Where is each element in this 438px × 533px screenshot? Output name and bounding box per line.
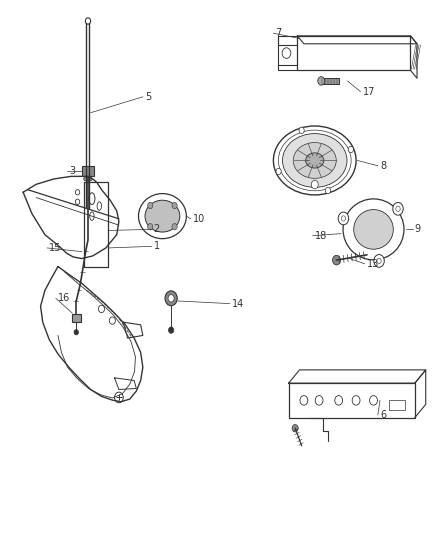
Circle shape xyxy=(169,327,174,333)
Circle shape xyxy=(300,395,308,405)
Circle shape xyxy=(276,168,281,175)
Circle shape xyxy=(110,317,116,324)
Ellipse shape xyxy=(97,202,102,211)
Circle shape xyxy=(370,395,378,405)
Circle shape xyxy=(148,203,153,209)
Circle shape xyxy=(299,127,304,134)
Circle shape xyxy=(115,392,123,403)
Circle shape xyxy=(318,77,325,85)
Circle shape xyxy=(85,18,91,24)
Circle shape xyxy=(348,147,353,152)
Ellipse shape xyxy=(84,177,92,181)
Circle shape xyxy=(172,223,177,230)
Circle shape xyxy=(338,212,349,225)
FancyBboxPatch shape xyxy=(82,166,94,176)
Circle shape xyxy=(172,203,177,209)
Circle shape xyxy=(374,255,384,267)
Text: 14: 14 xyxy=(232,298,244,309)
Ellipse shape xyxy=(293,142,336,179)
Text: 10: 10 xyxy=(193,214,205,224)
Circle shape xyxy=(396,206,400,212)
Ellipse shape xyxy=(354,209,393,249)
Circle shape xyxy=(341,216,346,221)
Text: 1: 1 xyxy=(154,241,160,252)
Circle shape xyxy=(292,424,298,432)
Ellipse shape xyxy=(145,200,180,232)
Circle shape xyxy=(335,395,343,405)
Text: 5: 5 xyxy=(145,92,151,102)
Ellipse shape xyxy=(90,212,94,220)
Circle shape xyxy=(148,223,153,230)
Circle shape xyxy=(282,48,291,59)
Text: 13: 13 xyxy=(367,259,379,269)
Text: 17: 17 xyxy=(363,86,375,96)
Circle shape xyxy=(74,329,78,335)
Ellipse shape xyxy=(273,126,356,195)
FancyBboxPatch shape xyxy=(72,314,81,322)
Circle shape xyxy=(75,199,80,205)
Text: 7: 7 xyxy=(276,28,282,38)
Circle shape xyxy=(393,203,403,215)
Circle shape xyxy=(168,295,174,302)
Circle shape xyxy=(315,395,323,405)
Ellipse shape xyxy=(89,193,95,205)
Ellipse shape xyxy=(306,153,324,168)
Text: 3: 3 xyxy=(69,166,75,176)
FancyBboxPatch shape xyxy=(321,78,339,84)
Text: 2: 2 xyxy=(154,224,160,235)
Ellipse shape xyxy=(343,199,404,260)
Circle shape xyxy=(75,190,80,195)
Ellipse shape xyxy=(283,134,347,187)
Circle shape xyxy=(325,188,331,194)
Circle shape xyxy=(352,395,360,405)
Ellipse shape xyxy=(138,193,186,239)
Text: 15: 15 xyxy=(49,243,62,253)
Text: 16: 16 xyxy=(58,293,70,303)
Ellipse shape xyxy=(279,130,351,191)
Text: 9: 9 xyxy=(415,224,421,235)
Text: 6: 6 xyxy=(380,410,386,420)
Text: 18: 18 xyxy=(315,231,327,241)
Text: 8: 8 xyxy=(380,161,386,171)
FancyBboxPatch shape xyxy=(389,400,405,410)
Circle shape xyxy=(377,259,381,263)
Circle shape xyxy=(165,291,177,306)
Circle shape xyxy=(332,255,340,265)
Circle shape xyxy=(311,180,318,189)
Circle shape xyxy=(99,305,105,313)
